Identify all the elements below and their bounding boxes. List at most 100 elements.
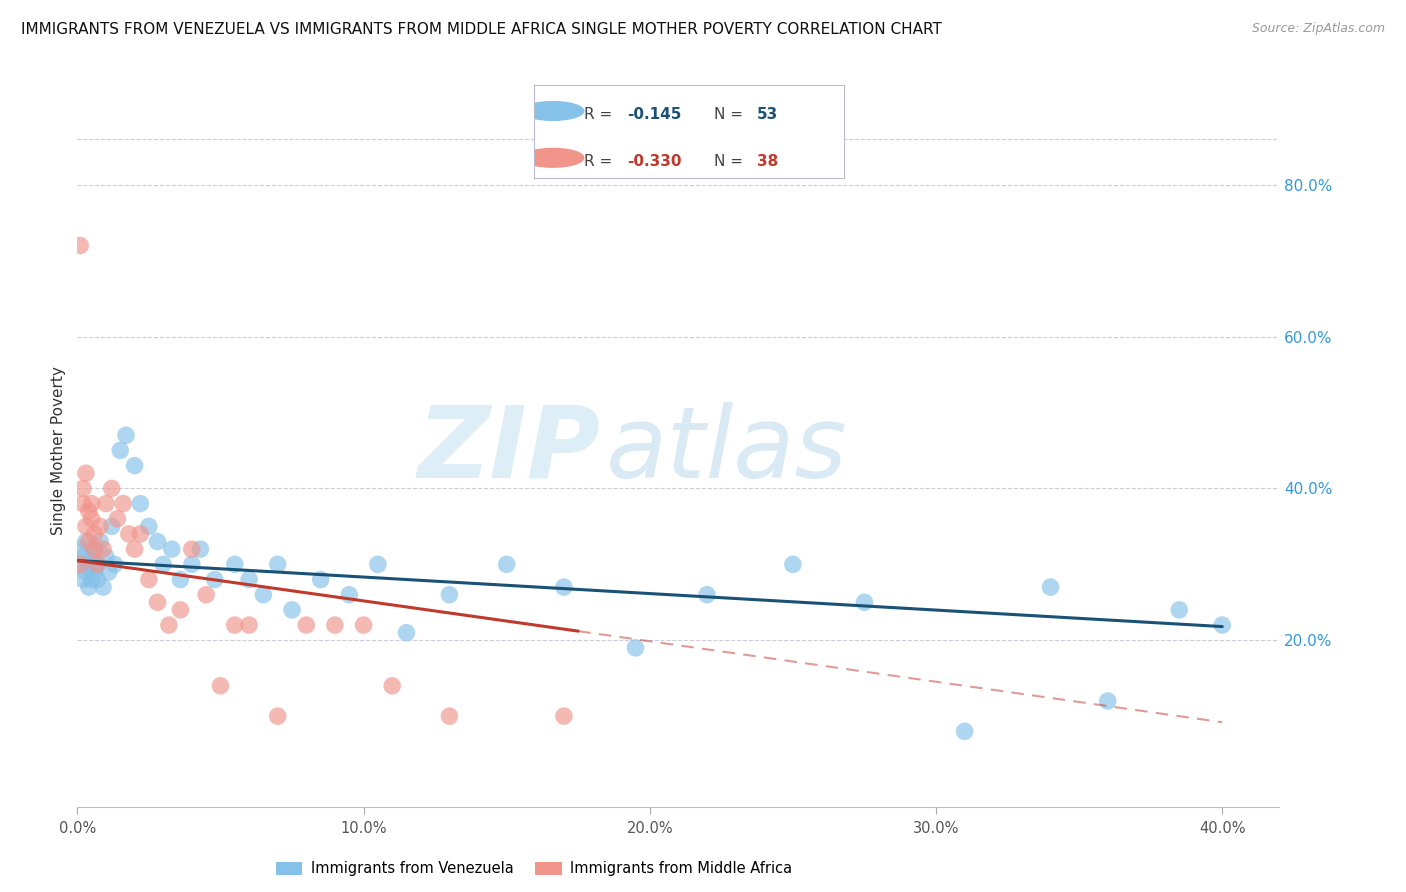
Point: [295, 618, 318, 632]
Point: [323, 618, 346, 632]
Point: [69, 542, 91, 557]
Point: [252, 588, 274, 602]
Point: [353, 618, 375, 632]
Point: [238, 573, 260, 587]
Point: [89, 534, 111, 549]
Point: [160, 542, 183, 557]
Point: [224, 618, 246, 632]
Point: [86, 573, 108, 587]
Point: [100, 519, 122, 533]
Point: [169, 603, 191, 617]
Text: 38: 38: [756, 154, 779, 169]
Text: -0.145: -0.145: [627, 107, 682, 122]
Point: [190, 542, 212, 557]
Point: [953, 724, 976, 739]
Point: [80, 573, 103, 587]
Point: [267, 558, 290, 572]
Point: [112, 497, 135, 511]
Point: [224, 558, 246, 572]
Point: [75, 467, 97, 481]
Text: Source: ZipAtlas.com: Source: ZipAtlas.com: [1251, 22, 1385, 36]
Point: [1039, 580, 1062, 594]
Point: [267, 709, 290, 723]
Point: [80, 497, 103, 511]
Y-axis label: Single Mother Poverty: Single Mother Poverty: [51, 366, 66, 535]
Point: [209, 679, 232, 693]
Point: [69, 238, 91, 252]
Point: [91, 542, 114, 557]
Circle shape: [522, 148, 583, 167]
Circle shape: [522, 102, 583, 120]
Point: [75, 534, 97, 549]
Point: [281, 603, 304, 617]
Point: [94, 549, 117, 564]
Point: [118, 527, 141, 541]
Point: [439, 588, 461, 602]
Point: [89, 519, 111, 533]
Point: [367, 558, 389, 572]
Point: [309, 573, 332, 587]
Point: [77, 534, 100, 549]
Point: [83, 565, 105, 579]
Point: [115, 428, 138, 442]
Point: [146, 534, 169, 549]
Point: [204, 573, 226, 587]
Point: [80, 549, 103, 564]
Text: 53: 53: [756, 107, 779, 122]
Point: [152, 558, 174, 572]
Point: [195, 588, 218, 602]
Point: [129, 527, 152, 541]
Point: [337, 588, 360, 602]
Point: [83, 527, 105, 541]
Point: [169, 573, 191, 587]
Point: [83, 542, 105, 557]
Point: [853, 595, 876, 609]
Text: IMMIGRANTS FROM VENEZUELA VS IMMIGRANTS FROM MIDDLE AFRICA SINGLE MOTHER POVERTY: IMMIGRANTS FROM VENEZUELA VS IMMIGRANTS …: [21, 22, 942, 37]
Point: [72, 482, 94, 496]
Point: [1097, 694, 1119, 708]
Point: [624, 640, 647, 655]
Point: [69, 558, 91, 572]
Point: [553, 580, 575, 594]
Point: [124, 458, 146, 473]
Point: [97, 565, 120, 579]
Text: N =: N =: [714, 154, 748, 169]
Text: ZIP: ZIP: [418, 402, 600, 499]
Point: [69, 558, 91, 572]
Text: N =: N =: [714, 107, 748, 122]
Point: [75, 565, 97, 579]
Point: [381, 679, 404, 693]
Point: [238, 618, 260, 632]
Text: atlas: atlas: [606, 402, 848, 499]
Text: -0.330: -0.330: [627, 154, 682, 169]
Point: [129, 497, 152, 511]
Point: [77, 504, 100, 518]
Point: [146, 595, 169, 609]
Point: [1211, 618, 1233, 632]
Point: [124, 542, 146, 557]
Point: [72, 497, 94, 511]
Point: [86, 558, 108, 572]
Point: [83, 542, 105, 557]
Point: [782, 558, 804, 572]
Point: [107, 512, 129, 526]
Point: [80, 512, 103, 526]
Point: [100, 482, 122, 496]
Point: [94, 497, 117, 511]
Point: [103, 558, 125, 572]
Point: [86, 558, 108, 572]
Point: [180, 558, 202, 572]
Point: [110, 443, 132, 458]
Point: [72, 573, 94, 587]
Text: R =: R =: [583, 154, 617, 169]
Point: [77, 558, 100, 572]
Point: [180, 542, 202, 557]
Point: [395, 625, 418, 640]
Point: [75, 519, 97, 533]
Point: [439, 709, 461, 723]
Point: [77, 580, 100, 594]
Point: [91, 580, 114, 594]
Text: R =: R =: [583, 107, 617, 122]
Point: [72, 549, 94, 564]
Point: [495, 558, 517, 572]
